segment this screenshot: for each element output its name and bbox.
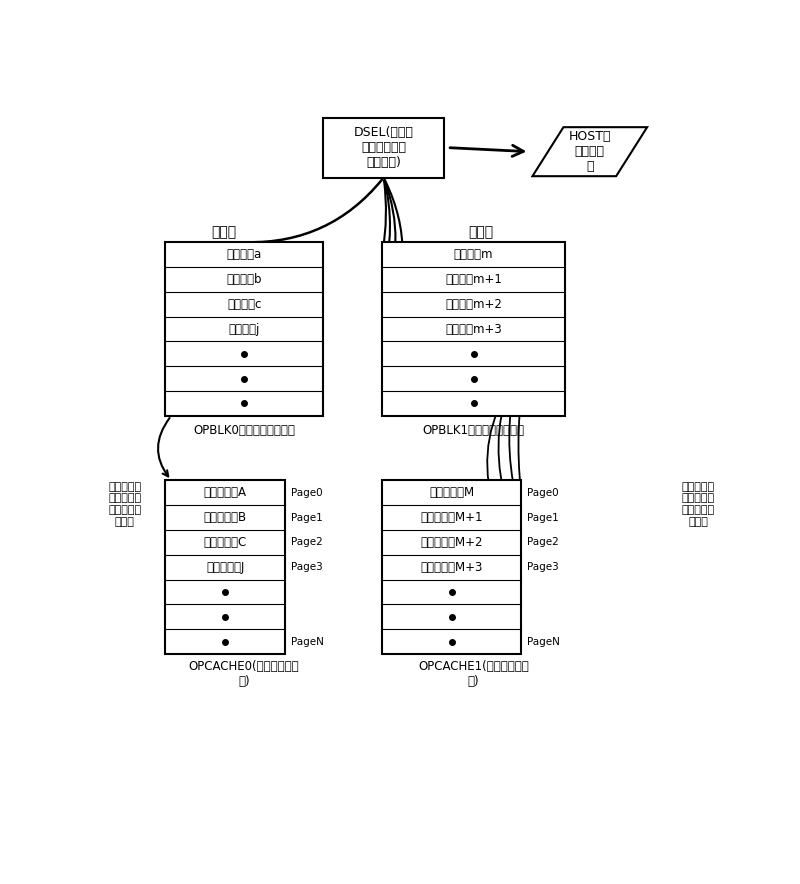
Bar (382, 242, 565, 415)
Text: PageN: PageN (527, 636, 560, 646)
FancyArrowPatch shape (510, 282, 563, 515)
FancyArrowPatch shape (518, 257, 564, 490)
Bar (165, 481, 286, 654)
Text: Page1: Page1 (291, 513, 323, 522)
Text: Page2: Page2 (291, 537, 323, 547)
Text: 逻辑页地址M+2: 逻辑页地址M+2 (420, 536, 483, 549)
Bar (165, 242, 323, 415)
Text: 資料片段j: 資料片段j (229, 323, 260, 336)
FancyArrowPatch shape (383, 180, 395, 301)
Bar (382, 481, 521, 654)
Text: Page2: Page2 (527, 537, 559, 547)
Text: 資料片段的
逻辑地址存
于第二逻辑
映射表: 資料片段的 逻辑地址存 于第二逻辑 映射表 (682, 482, 715, 527)
FancyArrowPatch shape (247, 179, 382, 242)
Text: 資料片段c: 資料片段c (227, 298, 262, 310)
Text: 逻辑页地址C: 逻辑页地址C (203, 536, 247, 549)
FancyArrowPatch shape (382, 180, 386, 252)
Text: 資料片段m: 資料片段m (454, 248, 494, 261)
Text: HOST发
来资料片
段: HOST发 来资料片 段 (569, 130, 611, 173)
Text: Page0: Page0 (527, 488, 559, 498)
Text: 逻辑页地址M+3: 逻辑页地址M+3 (421, 560, 482, 574)
Text: 資料片段m+3: 資料片段m+3 (445, 323, 502, 336)
Text: 資料片段b: 資料片段b (226, 273, 262, 286)
Text: 資料片段m+1: 資料片段m+1 (445, 273, 502, 286)
FancyArrowPatch shape (383, 180, 402, 326)
Text: 小数据: 小数据 (211, 225, 237, 239)
Text: OPBLK1（第二操作模块）: OPBLK1（第二操作模块） (422, 424, 525, 438)
Text: DSEL(用于大
小数据区分的
算法模块): DSEL(用于大 小数据区分的 算法模块) (354, 126, 414, 169)
Text: 逻辑页地址M+1: 逻辑页地址M+1 (420, 511, 483, 524)
Text: OPCACHE1(第二逻辑映射
表): OPCACHE1(第二逻辑映射 表) (418, 660, 529, 689)
FancyArrowPatch shape (383, 180, 390, 277)
Polygon shape (533, 127, 647, 176)
Text: Page3: Page3 (291, 562, 323, 572)
Text: Page1: Page1 (527, 513, 559, 522)
Text: 逻辑页地址A: 逻辑页地址A (204, 486, 246, 499)
Text: 大数据: 大数据 (469, 225, 494, 239)
Text: 逻辑页地址J: 逻辑页地址J (206, 560, 244, 574)
FancyArrowPatch shape (498, 306, 563, 540)
Text: PageN: PageN (291, 636, 324, 646)
Text: 逻辑页地址M: 逻辑页地址M (429, 486, 474, 499)
Text: 資料片段m+2: 資料片段m+2 (445, 298, 502, 310)
Bar (323, 118, 444, 178)
Text: Page3: Page3 (527, 562, 559, 572)
Text: 資料片段a: 資料片段a (226, 248, 262, 261)
Text: OPCACHE0(第一逻辑映射
表): OPCACHE0(第一逻辑映射 表) (189, 660, 299, 689)
Text: Page0: Page0 (291, 488, 323, 498)
Text: OPBLK0（第一操作模块）: OPBLK0（第一操作模块） (194, 424, 295, 438)
FancyArrowPatch shape (487, 331, 563, 565)
Text: 資料片段的
逻辑地址存
于第一逻辑
映射表: 資料片段的 逻辑地址存 于第一逻辑 映射表 (108, 482, 142, 527)
Text: 逻辑页地址B: 逻辑页地址B (204, 511, 246, 524)
